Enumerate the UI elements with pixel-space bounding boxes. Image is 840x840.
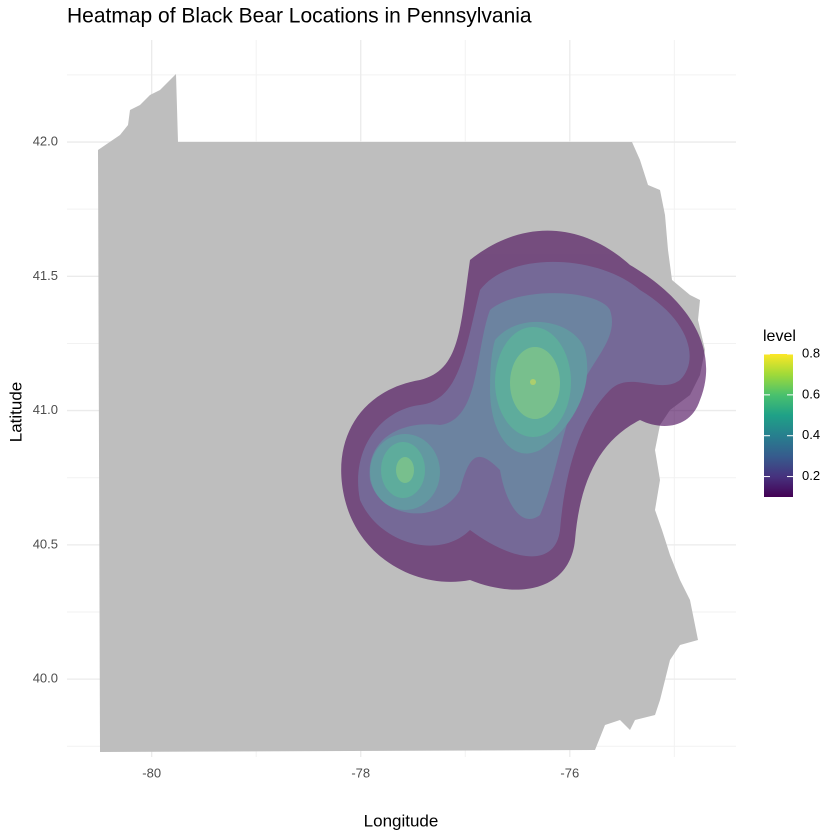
colorbar-label: 0.2 xyxy=(802,468,820,483)
y-tick-label: 40.5 xyxy=(33,536,58,551)
colorbar-label: 0.6 xyxy=(802,386,820,401)
x-tick-label: -80 xyxy=(142,765,161,780)
y-tick-label: 41.0 xyxy=(33,402,58,417)
y-tick-label: 42.0 xyxy=(33,133,58,148)
colorbar-label: 0.8 xyxy=(802,345,820,360)
colorbar-label: 0.4 xyxy=(802,427,820,442)
legend-title: level xyxy=(763,328,796,345)
y-tick-label: 40.0 xyxy=(33,671,58,686)
contour-band xyxy=(530,379,536,385)
x-axis-title: Longitude xyxy=(364,811,439,830)
x-tick-label: -76 xyxy=(560,765,579,780)
y-tick-label: 41.5 xyxy=(33,268,58,283)
colorbar xyxy=(764,354,793,497)
x-tick-label: -78 xyxy=(351,765,370,780)
y-axis-title: Latitude xyxy=(6,382,25,443)
chart-title: Heatmap of Black Bear Locations in Penns… xyxy=(67,5,532,28)
contour-band xyxy=(396,347,560,483)
